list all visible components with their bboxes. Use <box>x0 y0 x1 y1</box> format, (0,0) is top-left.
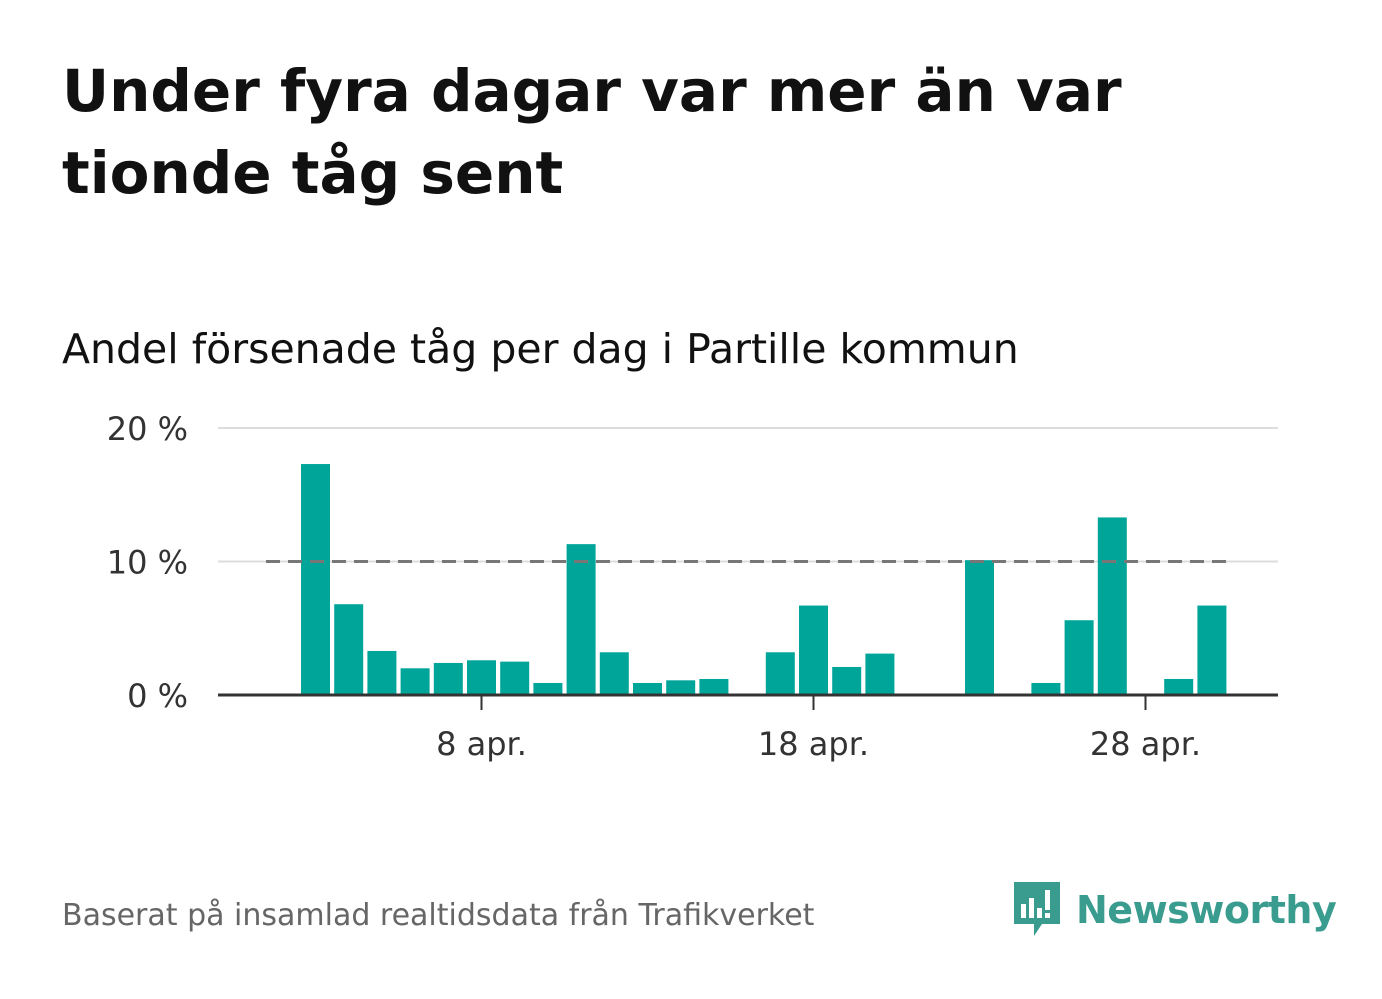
y-tick-label: 0 % <box>127 677 188 715</box>
bar <box>865 653 895 695</box>
bar <box>1064 620 1094 695</box>
chart-subtitle: Andel försenade tåg per dag i Partille k… <box>62 325 1019 373</box>
bar <box>334 604 364 695</box>
x-tick-label: 8 apr. <box>436 725 527 763</box>
source-note: Baserat på insamlad realtidsdata från Tr… <box>62 898 815 933</box>
bar <box>799 605 828 695</box>
bar <box>1031 682 1061 695</box>
bar <box>500 661 530 695</box>
x-tick-label: 28 apr. <box>1090 725 1201 763</box>
bar <box>467 660 496 695</box>
x-tick-label: 18 apr. <box>758 725 869 763</box>
bar <box>599 652 629 695</box>
bar <box>566 544 596 695</box>
bar <box>301 464 330 695</box>
bar <box>1097 517 1127 695</box>
y-tick-label: 10 % <box>107 544 188 582</box>
bar <box>699 678 729 695</box>
bar <box>765 652 795 695</box>
axes: 0 % 10 % 20 % 8 apr. 18 apr. 28 apr. <box>107 410 1278 763</box>
bar <box>1164 678 1194 695</box>
bar <box>533 682 563 695</box>
bars <box>301 464 1227 695</box>
bar <box>367 650 397 695</box>
bar <box>400 668 430 695</box>
bar <box>832 666 862 695</box>
bar <box>433 662 463 695</box>
newsworthy-chart-bubble-icon <box>1012 878 1062 942</box>
y-tick-label: 20 % <box>107 410 188 448</box>
bar <box>965 560 994 695</box>
brand-name: Newsworthy <box>1076 888 1337 932</box>
chart-title: Under fyra dagar var mer än var tionde t… <box>62 57 1122 207</box>
bar <box>633 682 662 695</box>
brand-logo[interactable]: Newsworthy <box>1012 878 1337 942</box>
bar <box>1197 605 1227 695</box>
bar <box>666 680 696 695</box>
